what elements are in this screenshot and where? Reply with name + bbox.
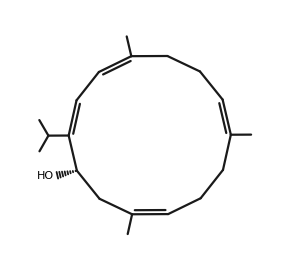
Text: HO: HO [37, 171, 54, 181]
